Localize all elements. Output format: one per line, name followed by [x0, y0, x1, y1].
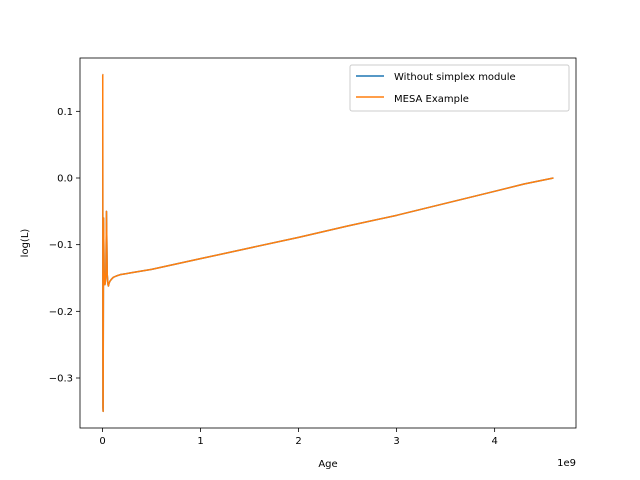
legend-label-without-simplex: Without simplex module [394, 72, 516, 83]
y-tick-label: −0.1 [49, 240, 73, 251]
legend-box [349, 64, 570, 112]
y-tick-label: −0.2 [49, 307, 73, 318]
plot-frame [79, 57, 577, 429]
y-axis: −0.3 −0.2 −0.1 0.0 0.1 [49, 107, 80, 385]
x-tick-label: 3 [393, 436, 399, 447]
x-tick-label: 0 [99, 436, 105, 447]
x-tick-label: 1 [197, 436, 203, 447]
y-tick-label: −0.3 [49, 374, 73, 385]
series-line-mesa-example [101, 73, 554, 413]
x-axis-label: Age [318, 459, 337, 470]
x-tick-label: 2 [295, 436, 301, 447]
y-axis-label: log(L) [20, 229, 31, 258]
y-tick-label: 0.1 [57, 107, 73, 118]
legend-label-mesa-example: MESA Example [394, 94, 469, 105]
plot-area [80, 58, 576, 428]
series-layer [101, 73, 554, 413]
x-axis: 0 1 2 3 4 [99, 428, 498, 447]
legend: Without simplex module MESA Example [349, 64, 570, 112]
y-tick-label: 0.0 [57, 174, 73, 185]
x-offset-label: 1e9 [557, 458, 576, 469]
x-tick-label: 4 [491, 436, 497, 447]
